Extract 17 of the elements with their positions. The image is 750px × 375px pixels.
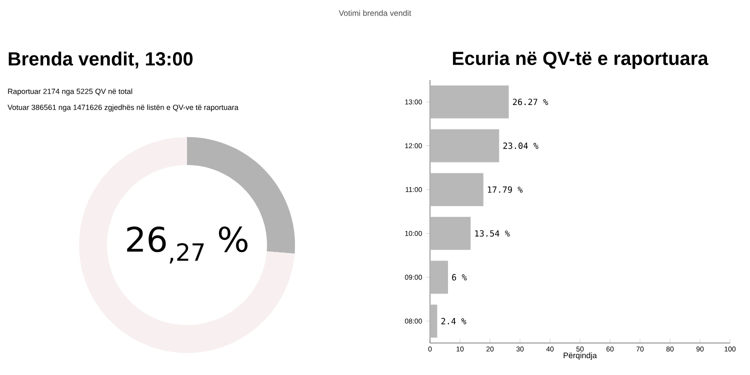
chart-title: Brenda vendit, 13:00 [8,52,193,68]
bar [430,304,438,338]
data-label: 26.27 % [512,98,548,106]
data-label: 6 % [452,274,467,280]
chart-title: Ecuria në QV-të e raportuara [452,51,708,69]
data-label: 23.04 % [503,142,538,149]
data-label: 26$_{,27}$ % [127,226,248,264]
data-label: 2.4 % [441,318,466,324]
bar [430,85,509,118]
bar [430,216,471,250]
bar [430,173,484,206]
data-label: 13.54 % [475,230,510,237]
data-label: 17.79 % [488,186,523,193]
x-axis-title: Përqindja [564,352,597,360]
text: Votimi brenda vendit [338,10,412,16]
bar [430,129,500,162]
bar [430,260,448,294]
